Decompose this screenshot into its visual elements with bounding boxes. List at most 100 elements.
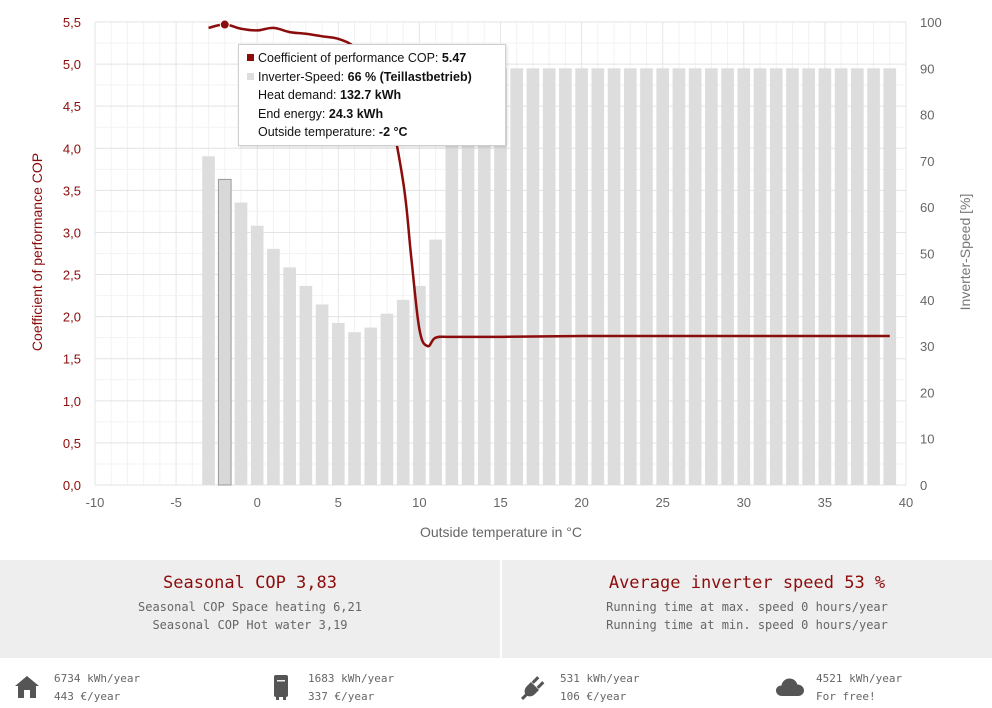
inverter-speed-bar[interactable] (575, 68, 588, 486)
inverter-speed-bar[interactable] (494, 68, 507, 486)
seasonal-cop-space-heating: Seasonal COP Space heating 6,21 (138, 600, 362, 614)
hot-water-cost: 337 €/year (308, 690, 375, 703)
x-tick-label: -10 (86, 495, 105, 510)
x-tick-label: 40 (899, 495, 913, 510)
inverter-speed-bar[interactable] (526, 68, 540, 486)
y-right-tick-label: 20 (920, 385, 934, 400)
y-left-tick-label: 0,0 (63, 478, 81, 493)
inverter-speed-summary: Average inverter speed 53 % Running time… (502, 560, 992, 658)
inverter-speed-bar[interactable] (640, 68, 653, 486)
inverter-speed-bar[interactable] (623, 68, 637, 486)
y-right-tick-label: 50 (920, 247, 934, 262)
inverter-speed-bar[interactable] (818, 68, 832, 486)
y-right-tick-label: 0 (920, 478, 927, 493)
y-right-tick-label: 70 (920, 154, 934, 169)
inverter-speed-bar[interactable] (299, 285, 313, 485)
x-axis-title: Outside temperature in °C (420, 524, 582, 540)
inverter-speed-bar[interactable] (559, 68, 572, 486)
tooltip-speed-label: Inverter-Speed: (258, 69, 348, 84)
cop-hover-marker[interactable] (219, 19, 230, 30)
environment-cost: For free! (816, 690, 876, 703)
plug-icon (520, 676, 545, 700)
inverter-speed-bar[interactable] (348, 332, 361, 485)
inverter-speed-bar[interactable] (753, 68, 767, 486)
energy-footer: 6734 kWh/year 443 €/year 1683 kWh/year 3… (0, 658, 992, 708)
average-inverter-speed-title: Average inverter speed 53 % (608, 573, 886, 593)
tooltip-end-value: 24.3 kWh (328, 106, 384, 121)
inverter-speed-bar[interactable] (283, 267, 296, 485)
tooltip-speed-row: Inverter-Speed: 66 % (Teillastbetrieb) (247, 70, 505, 89)
inverter-speed-bar[interactable] (721, 68, 734, 486)
tooltip-heat-value: 132.7 kWh (340, 88, 402, 102)
y-left-tick-label: 2,0 (63, 310, 81, 325)
cop-line[interactable] (208, 23, 890, 348)
y-right-tick-label: 10 (920, 432, 934, 447)
inverter-speed-bar[interactable] (769, 68, 783, 486)
electricity-energy: 531 kWh/year (560, 672, 640, 685)
tooltip-end-label: End energy: (258, 106, 329, 121)
inverter-speed-bar[interactable] (883, 68, 897, 486)
inverter-speed-bar[interactable] (217, 178, 232, 486)
x-tick-label: 0 (254, 495, 261, 510)
chart-tooltip: Coefficient of performance COP: 5.47 Inv… (238, 44, 506, 146)
inverter-speed-bar[interactable] (267, 248, 280, 485)
inverter-speed-bar[interactable] (802, 68, 816, 486)
water-heater-icon (274, 675, 288, 700)
seasonal-cop-summary: Seasonal COP 3,83 Seasonal COP Space hea… (0, 560, 500, 658)
cop-chart: -10 -5 0 5 10 15 20 25 30 35 40 0,0 0,5 1,0 1,5 2,0 2,5 3… (29, 15, 973, 540)
y-left-tick-label: 2,5 (63, 268, 81, 283)
running-time-max-speed: Running time at max. speed 0 hours/year (606, 600, 888, 614)
inverter-speed-bar[interactable] (234, 202, 248, 485)
y-left-tick-label: 4,0 (63, 141, 81, 156)
y-left-tick-label: 4,5 (63, 99, 81, 114)
inverter-speed-bar[interactable] (607, 68, 621, 486)
inverter-speed-bar[interactable] (672, 68, 686, 486)
x-tick-label: 20 (574, 495, 588, 510)
seasonal-cop-hot-water: Seasonal COP Hot water 3,19 (152, 618, 348, 632)
heat-demand-energy: 6734 kWh/year (54, 672, 141, 685)
y-right-axis-title: Inverter-Speed [%] (957, 194, 973, 311)
inverter-speed-bar[interactable] (315, 304, 329, 485)
inverter-speed-bar[interactable] (834, 68, 848, 486)
y-right-tick-label: 60 (920, 200, 934, 215)
inverter-speed-bar[interactable] (396, 299, 410, 485)
inverter-speed-bar[interactable] (688, 68, 702, 486)
inverter-speed-bar[interactable] (510, 68, 524, 486)
x-tick-label: 10 (412, 495, 426, 510)
tooltip-cop-value: 5.47 (441, 51, 467, 65)
tooltip-heat-label: Heat demand: (258, 88, 340, 102)
y-left-tick-label: 0,5 (63, 436, 81, 451)
x-tick-label: 15 (493, 495, 507, 510)
electricity-cost: 106 €/year (560, 690, 627, 703)
inverter-speed-bar[interactable] (429, 239, 442, 485)
x-tick-label: 30 (737, 495, 751, 510)
y-right-tick-label: 90 (920, 61, 934, 76)
inverter-speed-bar[interactable] (591, 68, 605, 486)
inverter-speed-bar[interactable] (202, 156, 215, 485)
chart-svg: -10 -5 0 5 10 15 20 25 30 35 40 0,0 0,5 1,0 1,5 2,0 2,5 3… (29, 15, 973, 540)
x-tick-label: 25 (655, 495, 669, 510)
tooltip-speed-value: 66 % (Teillastbetrieb) (347, 69, 472, 84)
inverter-speed-bar[interactable] (542, 68, 556, 486)
inverter-speed-bar[interactable] (250, 225, 264, 485)
inverter-speed-bar[interactable] (364, 327, 378, 485)
inverter-speed-bar[interactable] (786, 68, 799, 486)
inverter-speed-bar[interactable] (705, 68, 718, 486)
inverter-speed-bar[interactable] (477, 68, 491, 486)
inverter-speed-bar[interactable] (380, 313, 394, 485)
inverter-speed-bar[interactable] (445, 68, 459, 486)
inverter-speed-bar[interactable] (851, 68, 864, 486)
inverter-speed-bar[interactable] (656, 68, 670, 486)
inverter-speed-bar[interactable] (867, 68, 880, 486)
x-tick-label: 35 (818, 495, 832, 510)
inverter-speed-bar[interactable] (413, 285, 426, 485)
summary-panel: Seasonal COP 3,83 Seasonal COP Space hea… (0, 560, 992, 658)
tooltip-temp-label: Outside temperature: (258, 125, 379, 139)
y-left-tick-label: 3,5 (63, 183, 81, 198)
tooltip-temp-row: Outside temperature: -2 °C (247, 125, 505, 144)
hot-water-energy: 1683 kWh/year (308, 672, 395, 685)
environment-energy: 4521 kWh/year (816, 672, 903, 685)
inverter-speed-bar[interactable] (737, 68, 751, 486)
inverter-speed-bar[interactable] (331, 322, 345, 485)
inverter-speed-bar[interactable] (461, 68, 475, 486)
